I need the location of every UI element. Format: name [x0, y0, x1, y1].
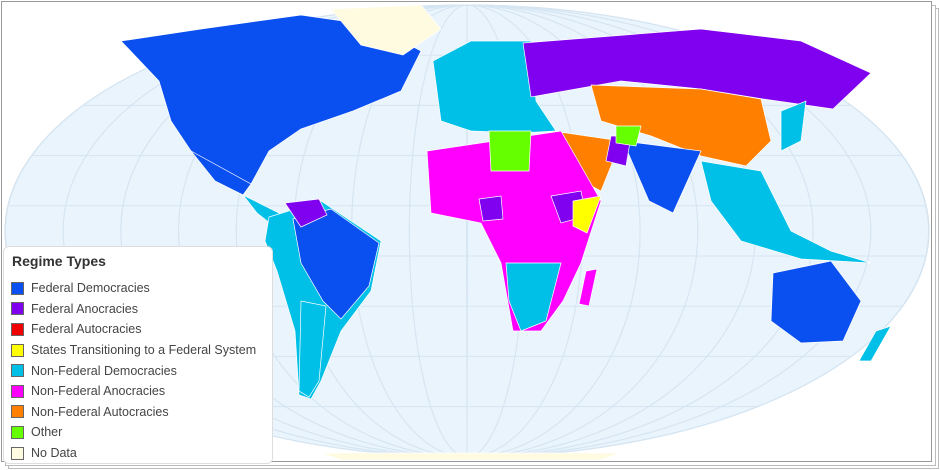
legend-swatch [11, 343, 24, 357]
region-europe[interactable] [432, 40, 557, 134]
legend-item[interactable]: Non-Federal Democracies [11, 360, 256, 381]
legend-label: Non-Federal Anocracies [31, 384, 166, 399]
legend-list: Federal Democracies Federal Anocracies Fed… [11, 278, 256, 463]
legend-label: Federal Autocracies [31, 322, 142, 337]
legend-swatch [11, 425, 24, 439]
legend-label: Federal Democracies [31, 281, 150, 296]
legend-swatch [11, 322, 24, 336]
legend-label: Non-Federal Autocracies [31, 404, 169, 419]
legend-item[interactable]: Other [11, 422, 256, 443]
region-southern-africa[interactable] [505, 262, 562, 332]
legend-item[interactable]: Federal Democracies [11, 278, 256, 299]
legend-swatch [11, 364, 24, 378]
region-india[interactable] [622, 140, 702, 214]
legend-item[interactable]: Non-Federal Anocracies [11, 381, 256, 402]
legend-label: Other [31, 425, 63, 440]
region-afghanistan[interactable] [615, 125, 642, 147]
region-somalia[interactable] [572, 195, 602, 234]
legend-item[interactable]: Federal Autocracies [11, 319, 256, 340]
legend-title: Regime Types [12, 253, 106, 269]
region-australia[interactable] [770, 260, 862, 344]
legend-item[interactable]: No Data [11, 443, 256, 464]
legend-label: Non-Federal Democracies [31, 363, 177, 378]
legend-item[interactable]: States Transitioning to a Federal System [11, 340, 256, 361]
region-madagascar[interactable] [578, 268, 598, 307]
region-japan[interactable] [780, 100, 807, 152]
region-canada-usa[interactable] [120, 14, 422, 185]
region-africa[interactable] [426, 130, 602, 332]
legend-label: States Transitioning to a Federal System [31, 343, 257, 358]
legend-label: No Data [31, 446, 77, 461]
legend-swatch [11, 384, 24, 398]
region-southeast-asia[interactable] [700, 160, 872, 264]
legend-item[interactable]: Federal Anocracies [11, 299, 256, 320]
region-argentina[interactable] [298, 300, 327, 398]
legend-label: Federal Anocracies [31, 301, 139, 316]
region-new-zealand[interactable] [858, 325, 892, 362]
legend-item[interactable]: Non-Federal Autocracies [11, 402, 256, 423]
region-libya[interactable] [488, 130, 532, 172]
legend: Regime Types Federal Democracies Federal … [3, 246, 273, 464]
region-antarctica[interactable] [320, 452, 622, 460]
region-greenland[interactable] [330, 4, 442, 56]
legend-swatch [11, 302, 24, 316]
legend-swatch [11, 281, 24, 295]
region-nigeria[interactable] [478, 195, 504, 222]
region-brazil[interactable] [292, 208, 380, 320]
region-venezuela[interactable] [284, 198, 328, 228]
legend-swatch [11, 405, 24, 419]
legend-swatch [11, 446, 24, 460]
world-map[interactable] [1, 1, 930, 460]
